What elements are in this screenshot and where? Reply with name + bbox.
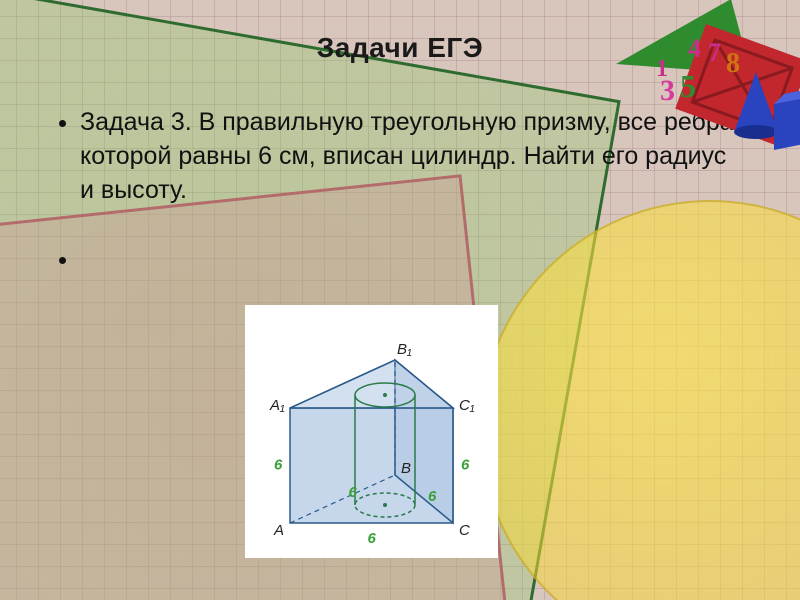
svg-text:6: 6 xyxy=(461,457,470,474)
svg-text:A: A xyxy=(273,522,284,539)
prism-diagram: A C B A₁ C₁ B₁ 6 6 6 6 6 xyxy=(245,305,498,558)
svg-text:C₁: C₁ xyxy=(459,397,475,414)
svg-text:B: B xyxy=(401,460,411,477)
svg-text:6: 6 xyxy=(349,484,358,501)
diagram-container: A C B A₁ C₁ B₁ 6 6 6 6 6 xyxy=(245,305,498,558)
decorative-number: 4 xyxy=(688,34,701,64)
decorative-number: 8 xyxy=(726,48,740,80)
svg-text:6: 6 xyxy=(428,488,437,505)
svg-text:A₁: A₁ xyxy=(269,397,285,414)
decorative-number: 5 xyxy=(680,68,696,105)
decorative-number: 7 xyxy=(708,38,721,68)
corner-decoration: 1234578 xyxy=(526,0,800,174)
decorative-number: 3 xyxy=(660,74,675,108)
empty-bullet xyxy=(80,243,740,253)
svg-text:6: 6 xyxy=(368,530,377,547)
svg-text:C: C xyxy=(459,522,470,539)
svg-text:6: 6 xyxy=(274,457,283,474)
svg-text:B₁: B₁ xyxy=(397,341,412,358)
